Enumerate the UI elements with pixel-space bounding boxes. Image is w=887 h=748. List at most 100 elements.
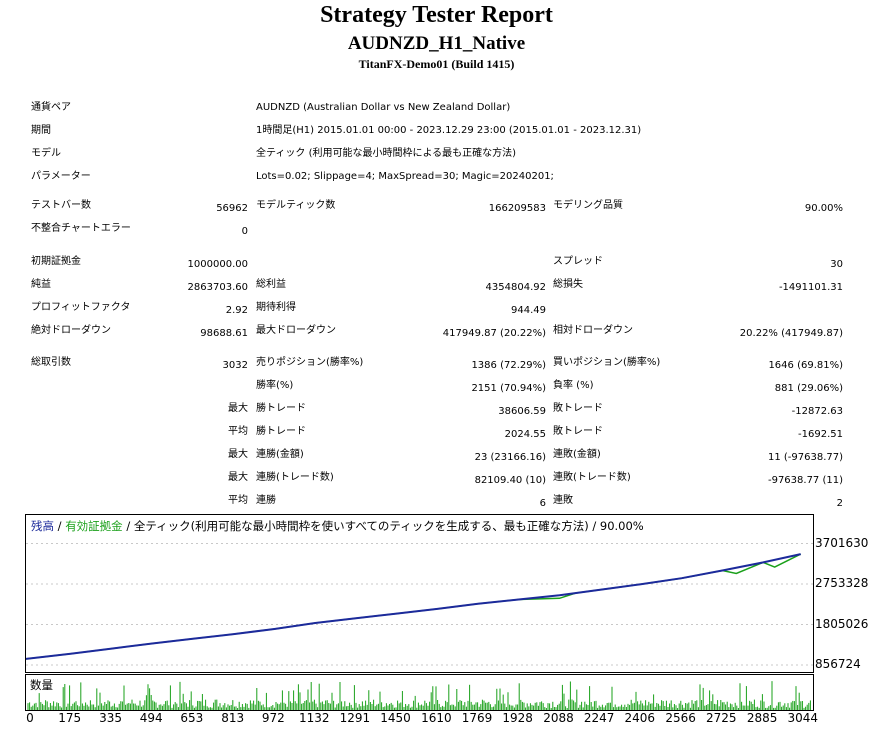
avg-consec-wins-label: 連勝 <box>256 495 276 506</box>
gross-profit-label: 総利益 <box>256 279 286 290</box>
test-bars-value: 56962 <box>216 203 248 214</box>
absolute-drawdown-value: 98688.61 <box>200 328 248 339</box>
consec-wins-label: 連勝(金額) <box>256 449 304 460</box>
avg-win-label: 勝トレード <box>256 426 306 437</box>
gross-loss-value: -1491101.31 <box>778 282 843 293</box>
loss-rate-label: 負率 (%) <box>553 380 594 391</box>
avg-win-value: 2024.55 <box>504 429 546 440</box>
total-trades-value: 3032 <box>222 360 248 371</box>
model-ticks-value: 166209583 <box>488 203 546 214</box>
currency-pair-label: 通貨ペア <box>31 102 71 113</box>
y-tick-label: 3701630 <box>815 535 869 550</box>
x-tick-label: 2566 <box>665 711 696 725</box>
consec-losses-value: 11 (-97638.77) <box>767 452 843 463</box>
y-tick-label: 856724 <box>815 657 861 671</box>
y-tick-label: 1805026 <box>815 616 869 631</box>
chart-title: 残高 / 有効証拠金 / 全ティック(利用可能な最小時間枠を使いすべてのティック… <box>31 518 644 534</box>
x-tick-label: 1769 <box>461 711 493 725</box>
chart-title-rest: / 全ティック(利用可能な最小時間枠を使いすべてのティックを生成する、最も正確な… <box>122 519 644 533</box>
max-drawdown-value: 417949.87 (20.22%) <box>442 328 546 339</box>
max-drawdown-label: 最大ドローダウン <box>256 325 336 336</box>
model-ticks-label: モデルティック数 <box>256 200 336 211</box>
consec-losses-label: 連敗(金額) <box>553 449 601 460</box>
largest-win-value: 38606.59 <box>498 406 546 417</box>
x-tick-label: 1610 <box>421 711 452 725</box>
period-label: 期間 <box>31 125 51 136</box>
largest-loss-label: 敗トレード <box>553 403 603 414</box>
x-tick-label: 0 <box>26 711 34 725</box>
gross-loss-label: 総損失 <box>553 279 583 290</box>
modeling-quality-value: 90.00% <box>804 203 843 214</box>
short-positions-label: 売りポジション(勝率%) <box>256 357 364 368</box>
expected-payoff-label: 期待利得 <box>256 302 296 313</box>
modeling-quality-label: モデリング品質 <box>553 200 623 211</box>
parameters-label: パラメーター <box>31 171 91 182</box>
spread-label: スプレッド <box>553 256 603 267</box>
short-positions-value: 1386 (72.29%) <box>471 360 546 371</box>
mismatch-errors-label: 不整合チャートエラー <box>31 223 131 234</box>
currency-pair-value: AUDNZD (Australian Dollar vs New Zealand… <box>256 102 511 113</box>
balance-chart-svg <box>26 543 813 666</box>
server-info: TitanFX-Demo01 (Build 1415) <box>358 57 515 71</box>
relative-drawdown-label: 相対ドローダウン <box>553 325 633 336</box>
x-tick-label: 972 <box>261 711 285 725</box>
profit-factor-label: プロフィットファクタ <box>31 302 131 313</box>
avg-consec-wins-value: 6 <box>539 498 546 509</box>
max-label: 最大 <box>228 449 248 460</box>
avg-loss-value: -1692.51 <box>798 429 843 440</box>
x-tick-label: 2885 <box>746 711 778 725</box>
x-tick-label: 2406 <box>624 711 656 725</box>
period-value: 1時間足(H1) 2015.01.01 00:00 - 2023.12.29 2… <box>256 125 642 136</box>
initial-deposit-label: 初期証拠金 <box>31 256 81 267</box>
consec-wins-value: 23 (23166.16) <box>474 452 546 463</box>
volume-panel: 数量 <box>25 674 814 711</box>
net-profit-value: 2863703.60 <box>187 282 248 293</box>
avg-label: 平均 <box>228 426 248 437</box>
y-tick-label: 2753328 <box>815 576 869 591</box>
total-trades-label: 総取引数 <box>31 357 71 368</box>
spread-value: 30 <box>830 259 843 270</box>
consec-loss-value: -97638.77 (11) <box>767 475 843 486</box>
test-bars-label: テストバー数 <box>31 200 91 211</box>
long-positions-label: 買いポジション(勝率%) <box>553 357 661 368</box>
x-tick-label: 813 <box>221 711 245 725</box>
x-tick-label: 1450 <box>380 711 411 725</box>
absolute-drawdown-label: 絶対ドローダウン <box>31 325 111 336</box>
x-tick-label: 3044 <box>787 711 819 725</box>
x-tick-label: 175 <box>58 711 82 725</box>
initial-deposit-value: 1000000.00 <box>187 259 248 270</box>
gross-profit-value: 4354804.92 <box>485 282 546 293</box>
balance-line <box>26 553 801 660</box>
mismatch-errors-value: 0 <box>241 226 248 237</box>
chart-title-sep: / <box>54 519 66 533</box>
y-axis: 3701630 2753328 1805026 856724 <box>815 514 887 674</box>
max-label: 最大 <box>228 403 248 414</box>
x-tick-label: 2247 <box>583 711 615 725</box>
avg-consec-losses-label: 連敗 <box>553 495 573 506</box>
consec-profit-value: 82109.40 (10) <box>474 475 546 486</box>
volume-label: 数量 <box>30 678 53 692</box>
largest-loss-value: -12872.63 <box>791 406 843 417</box>
x-tick-label: 653 <box>180 711 204 725</box>
report-title: Strategy Tester Report <box>320 2 553 28</box>
x-tick-label: 1132 <box>298 711 330 725</box>
profit-factor-value: 2.92 <box>225 305 248 316</box>
max-label: 最大 <box>228 472 248 483</box>
x-tick-label: 2725 <box>706 711 737 725</box>
model-value: 全ティック (利用可能な最小時間枠による最も正確な方法) <box>256 148 517 159</box>
expected-payoff-value: 944.49 <box>511 305 546 316</box>
largest-win-label: 勝トレード <box>256 403 306 414</box>
x-tick-label: 2088 <box>543 711 574 725</box>
balance-chart: 残高 / 有効証拠金 / 全ティック(利用可能な最小時間枠を使いすべてのティック… <box>25 514 814 673</box>
x-tick-label: 335 <box>99 711 123 725</box>
parameters-value: Lots=0.02; Slippage=4; MaxSpread=30; Mag… <box>256 171 554 182</box>
volume-svg <box>27 681 811 710</box>
chart-title-balance: 残高 <box>31 519 54 533</box>
x-tick-label: 1928 <box>502 711 533 725</box>
loss-rate-value: 881 (29.06%) <box>774 383 843 394</box>
x-tick-label: 494 <box>139 711 163 725</box>
model-label: モデル <box>31 148 61 159</box>
consec-loss-label: 連敗(トレード数) <box>553 472 631 483</box>
chart-title-equity: 有効証拠金 <box>65 519 123 533</box>
avg-label: 平均 <box>228 495 248 506</box>
